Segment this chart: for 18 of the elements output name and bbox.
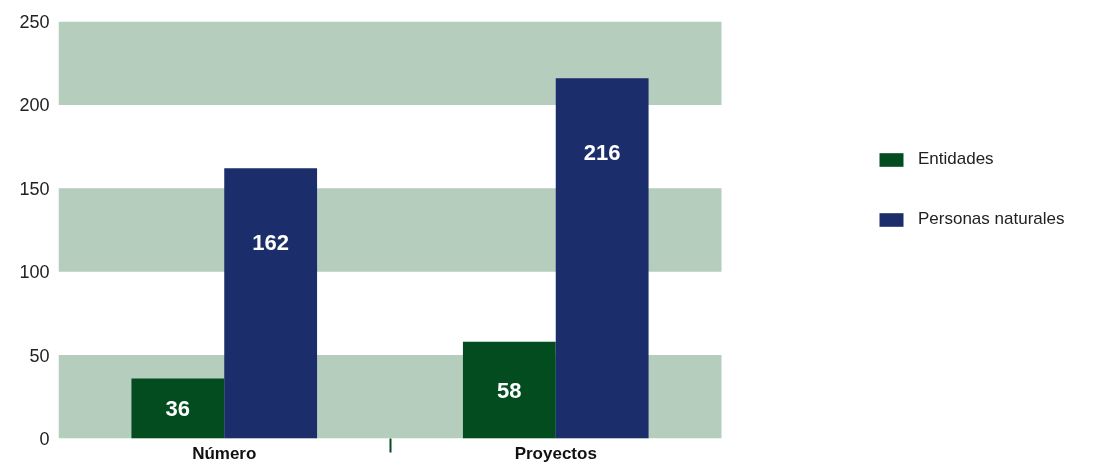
x-tick-label: Proyectos	[514, 443, 597, 463]
y-tick-label: 200	[19, 95, 50, 116]
bar	[131, 378, 225, 439]
y-tick-label: 250	[19, 12, 50, 32]
legend-label: Personas naturales	[918, 209, 1065, 229]
y-tick-label: 100	[19, 262, 50, 283]
y-tick-label: 50	[29, 345, 50, 366]
bar	[462, 341, 556, 439]
y-tick-label: 150	[19, 178, 50, 199]
bar	[224, 168, 318, 439]
x-tick-label: Número	[192, 443, 257, 463]
bar	[555, 78, 649, 439]
data-label: 162	[252, 229, 290, 255]
data-label: 216	[583, 139, 621, 165]
y-tick-label: 0	[39, 429, 50, 449]
data-label: 36	[165, 395, 191, 421]
legend-label: Entidades	[918, 149, 994, 169]
data-label: 58	[497, 377, 522, 403]
